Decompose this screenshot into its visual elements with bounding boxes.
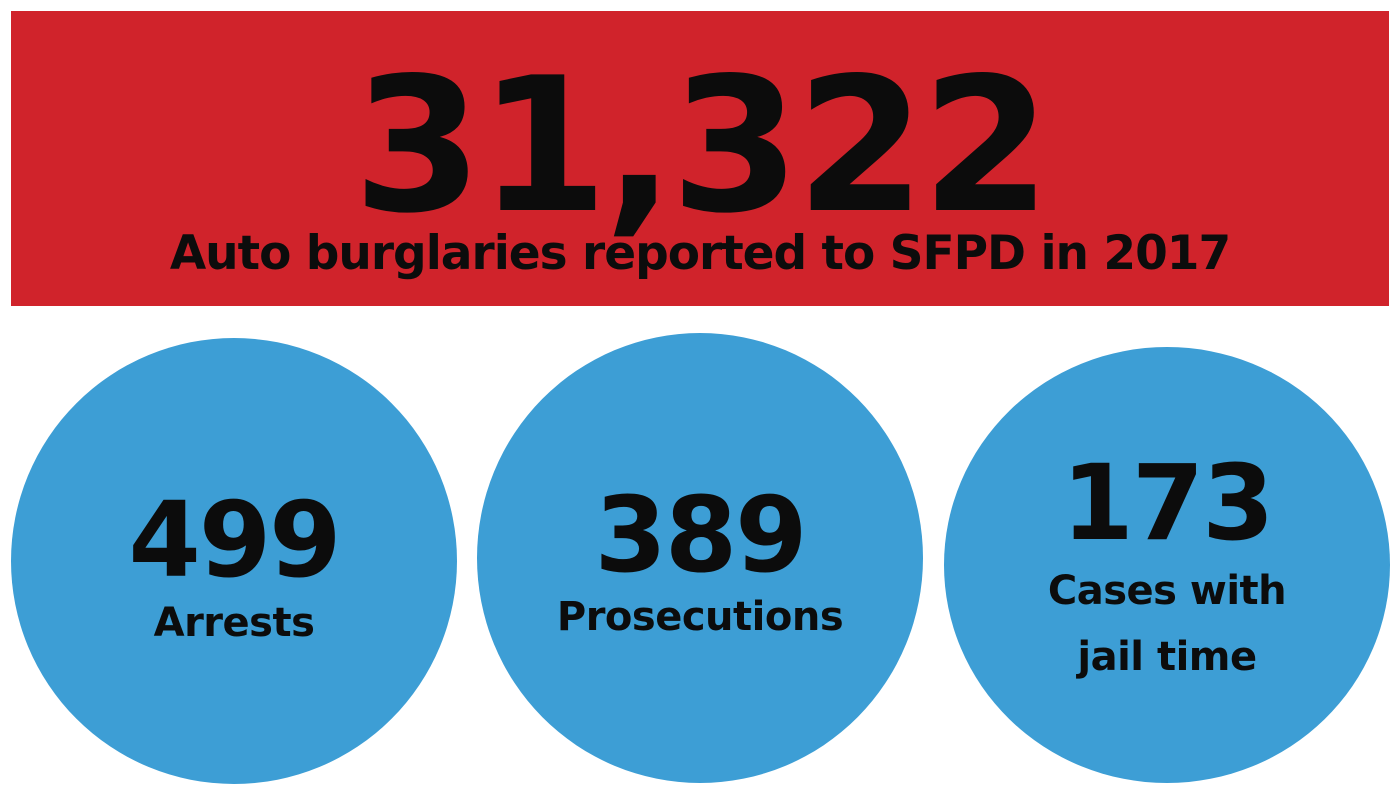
stat-number-arrests: 499 (128, 479, 341, 601)
headline-number: 31,322 (353, 37, 1051, 254)
stat-label-arrests: Arrests (153, 600, 315, 646)
stat-circle-jail-time: 173 Cases with jail time (944, 347, 1390, 783)
stat-label-jail-time-line2: jail time (1077, 634, 1257, 680)
stat-label-jail-time-line1: Cases with (1047, 568, 1287, 614)
stat-label-prosecutions: Prosecutions (556, 594, 844, 640)
stat-number-jail-time: 173 (1061, 442, 1274, 564)
headline-banner: 31,322 Auto burglaries reported to SFPD … (11, 11, 1389, 306)
stat-number-prosecutions: 389 (594, 474, 807, 596)
headline-caption: Auto burglaries reported to SFPD in 2017 (169, 226, 1231, 281)
stat-circle-prosecutions: 389 Prosecutions (477, 333, 923, 783)
stat-circle-arrests: 499 Arrests (11, 338, 457, 784)
